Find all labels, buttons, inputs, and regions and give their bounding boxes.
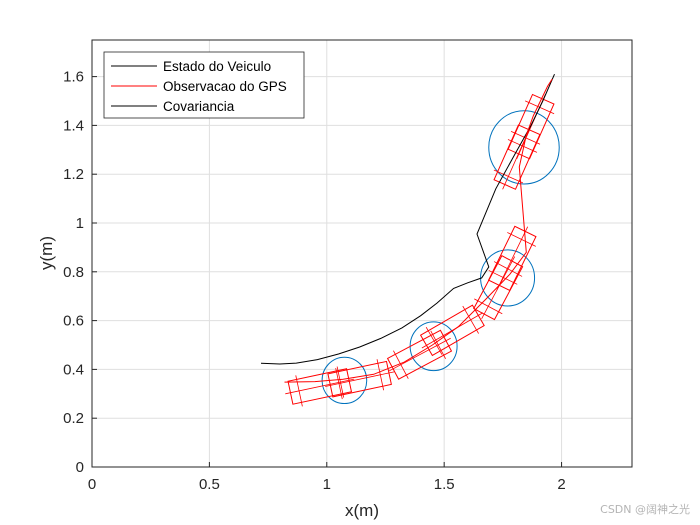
gps-box-whisker bbox=[430, 330, 446, 360]
x-axis-label: x(m) bbox=[345, 501, 379, 520]
y-tick-label: 0.4 bbox=[63, 361, 84, 378]
gps-box-whisker bbox=[474, 298, 503, 315]
covariance-circle bbox=[321, 356, 368, 405]
gps-error-box bbox=[285, 366, 355, 407]
gps-box-whisker bbox=[393, 350, 409, 379]
x-tick-label: 0.5 bbox=[199, 476, 220, 493]
gps-box-whisker bbox=[507, 232, 536, 247]
gps-box-whisker bbox=[295, 375, 303, 407]
y-tick-label: 1 bbox=[76, 215, 84, 232]
x-tick-label: 1 bbox=[323, 476, 331, 493]
legend-label-vehicle-state: Estado do Veiculo bbox=[163, 59, 271, 74]
y-tick-label: 0.2 bbox=[63, 410, 84, 427]
vehicle-state-line bbox=[260, 73, 555, 365]
covariance-circle bbox=[488, 110, 560, 185]
legend-label-gps-observation: Observacao do GPS bbox=[163, 79, 287, 94]
gps-box-whisker bbox=[335, 367, 343, 400]
legend-box bbox=[103, 51, 305, 119]
grid-lines bbox=[91, 40, 632, 468]
gps-observation-line bbox=[284, 78, 553, 383]
gps-box-axis bbox=[388, 337, 451, 372]
x-tick-label: 0 bbox=[88, 476, 96, 493]
gps-box-axis bbox=[285, 378, 355, 395]
y-tick-label: 0.6 bbox=[63, 313, 84, 330]
gps-error-box bbox=[487, 225, 537, 292]
series-lines bbox=[260, 73, 555, 383]
x-tick-label: 1.5 bbox=[434, 476, 455, 493]
x-tick-label: 2 bbox=[557, 476, 565, 493]
watermark-text: CSDN @阔神之光 bbox=[600, 503, 690, 516]
y-axis-label: y(m) bbox=[37, 236, 56, 270]
y-tick-label: 1.6 bbox=[63, 69, 84, 86]
gps-box-whisker bbox=[425, 327, 443, 355]
gps-box-whisker bbox=[488, 270, 518, 285]
legend: Estado do Veiculo Observacao do GPS Cova… bbox=[103, 51, 305, 119]
y-tick-label: 1.4 bbox=[63, 117, 84, 134]
y-tick-label: 1.2 bbox=[63, 166, 84, 183]
legend-label-covariance: Covariancia bbox=[163, 99, 235, 114]
plot-content bbox=[260, 73, 560, 407]
gps-box-whisker bbox=[507, 139, 538, 153]
y-tick-label: 0.8 bbox=[63, 264, 84, 281]
gps-error-box bbox=[325, 359, 395, 400]
plot-area-frame bbox=[91, 39, 633, 468]
y-tick-label: 0 bbox=[76, 459, 84, 476]
gps-box-whisker bbox=[462, 305, 479, 334]
gps-box-axis bbox=[325, 371, 395, 387]
gps-error-box bbox=[473, 255, 524, 321]
gps-box-whisker bbox=[493, 169, 524, 184]
axis-ticks: 0 0.5 1 1.5 2 0 0.2 0.4 0.6 0.8 1 1.2 1.4 1.6 bbox=[63, 69, 566, 493]
covariance-circles bbox=[321, 110, 560, 405]
gps-box-axis bbox=[496, 226, 529, 291]
gps-box-whisker bbox=[376, 359, 385, 391]
gps-error-box bbox=[386, 329, 453, 380]
